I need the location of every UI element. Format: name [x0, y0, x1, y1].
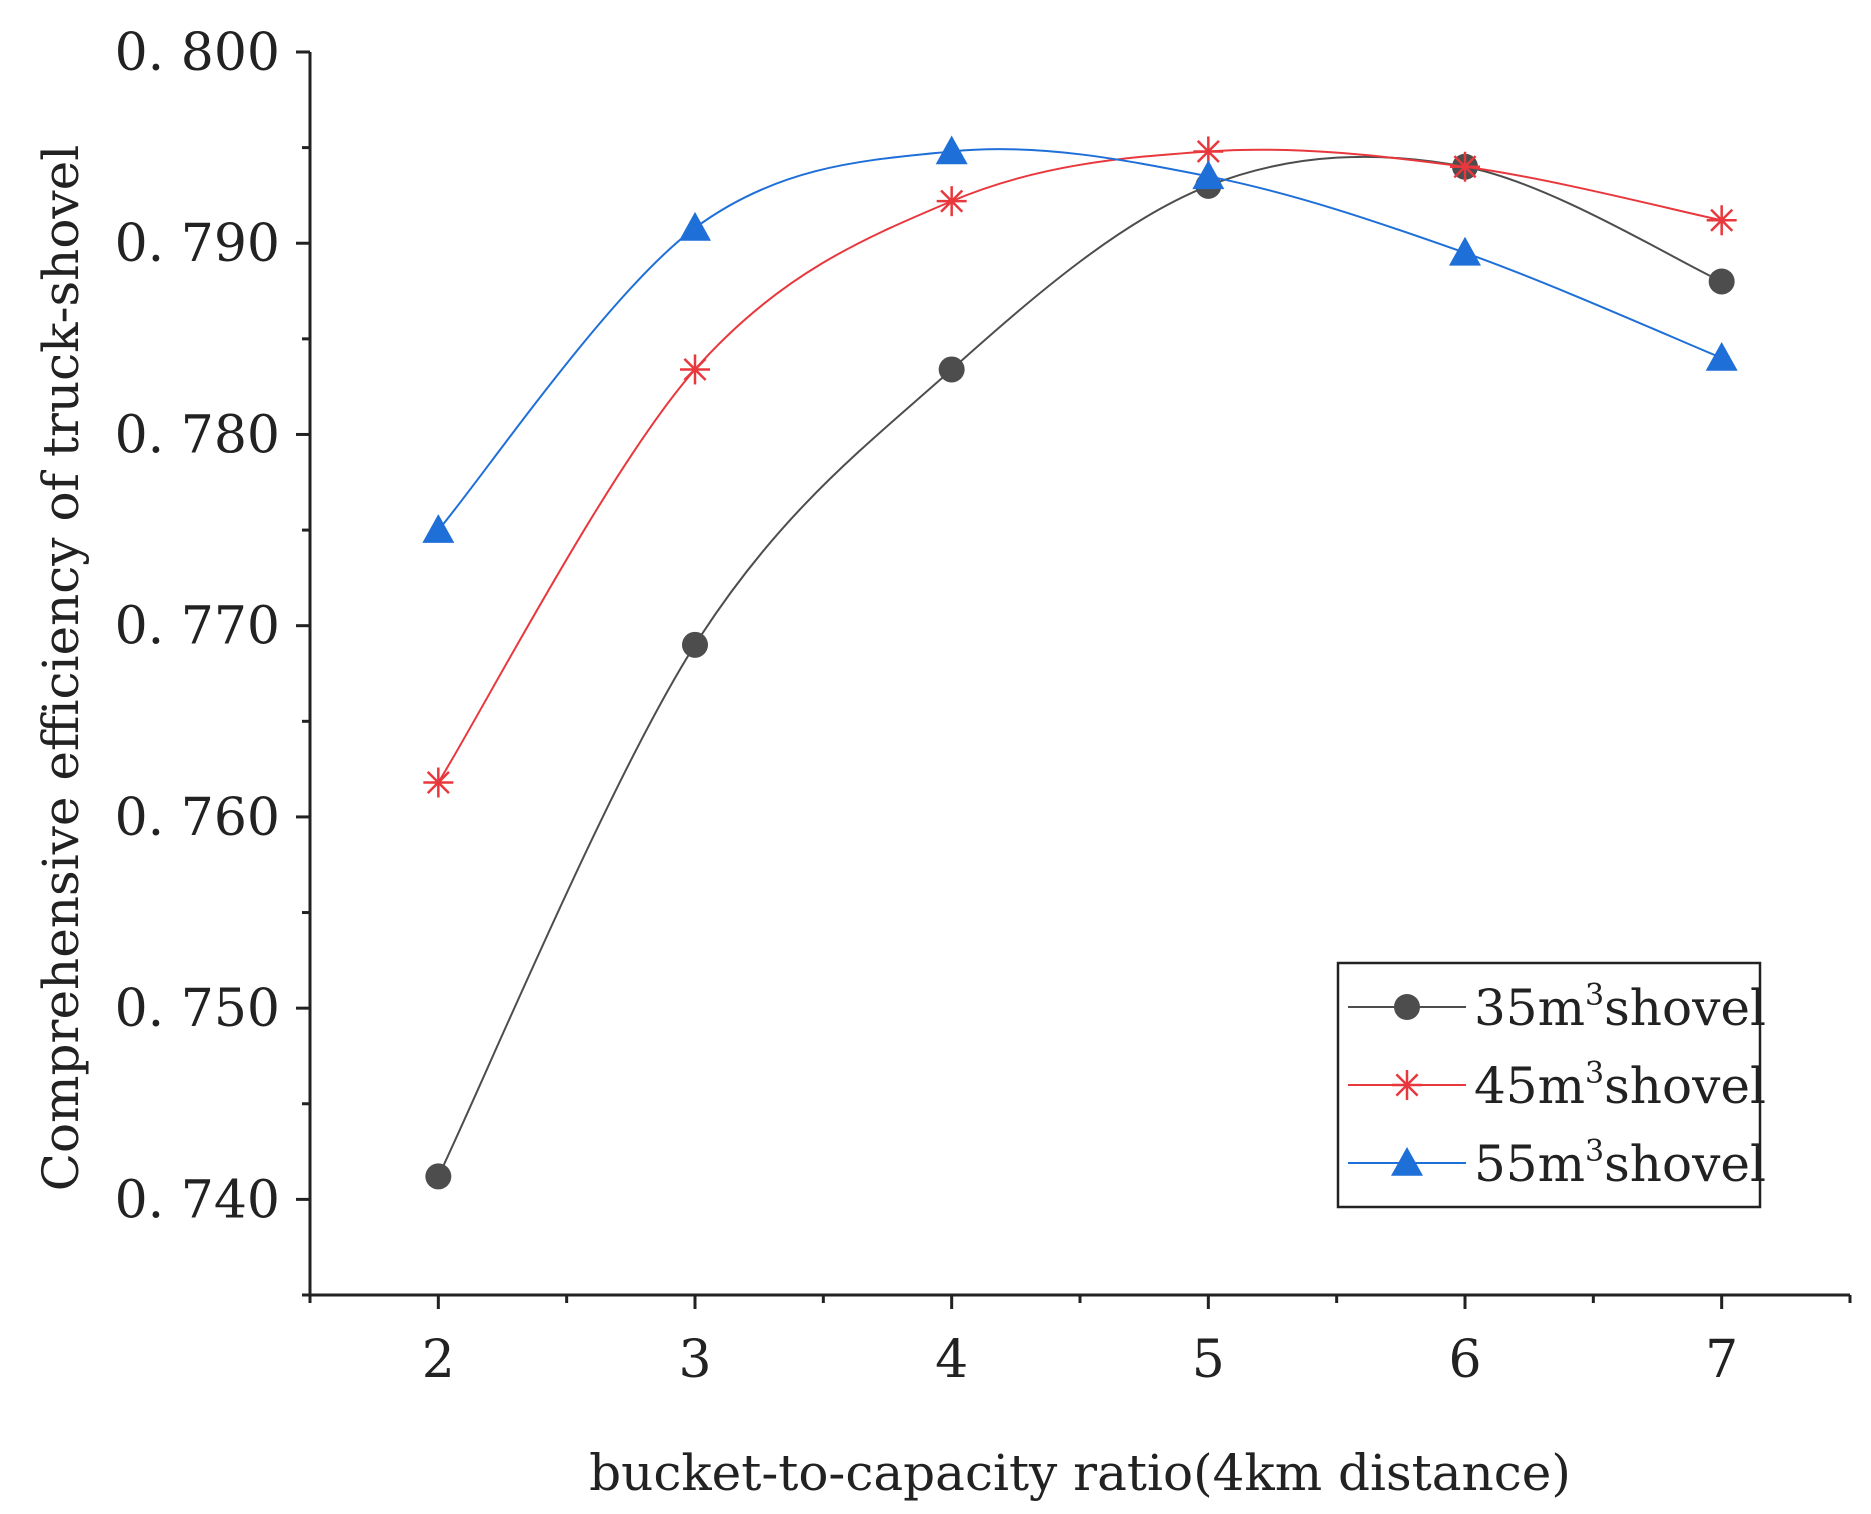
y-tick-label: 0. 780: [115, 405, 280, 465]
y-tick-label: 0. 740: [115, 1170, 280, 1230]
y-tick-label: 0. 760: [115, 788, 280, 848]
data-point: [1449, 236, 1481, 266]
data-point: [1708, 268, 1735, 295]
asterisk-stroke: [1710, 208, 1734, 232]
data-point: [423, 767, 454, 798]
asterisk-stroke: [1196, 139, 1220, 163]
data-point: [1705, 341, 1738, 371]
legend-item: 45m3shovel: [1348, 1056, 1766, 1115]
data-point: [679, 211, 711, 241]
series-line: [437, 148, 1722, 784]
y-tick-label: 0. 800: [115, 23, 280, 83]
legend-label-part: 35m: [1474, 979, 1585, 1037]
y-tick-label: 0. 790: [115, 214, 280, 274]
asterisk-stroke: [1453, 155, 1477, 179]
legend-label-part: shovel: [1604, 1135, 1766, 1193]
axes: 0. 740 0. 750 0. 760 0. 770 0. 780 0. 790 0. 8…: [115, 23, 1852, 1390]
legend-label-superscript: 3: [1585, 1056, 1604, 1091]
series-3: [422, 135, 1738, 543]
legend-label: 55m3shovel: [1474, 1134, 1766, 1193]
data-point: [1192, 160, 1225, 190]
data-point: [425, 1163, 452, 1190]
data-point: [1450, 151, 1480, 182]
x-tick-label: 6: [1448, 1330, 1481, 1390]
legend-label-part: shovel: [1604, 1057, 1766, 1115]
series-layer: [422, 135, 1738, 1190]
legend-label: 35m3shovel: [1474, 978, 1766, 1037]
legend-label-part: 45m: [1474, 1057, 1585, 1115]
x-tick-label: 4: [935, 1330, 968, 1390]
asterisk-stroke: [1395, 1073, 1419, 1097]
data-point: [1706, 205, 1737, 236]
legend-label-part: shovel: [1604, 979, 1766, 1037]
x-tick-label: 2: [422, 1330, 455, 1390]
y-tick-label: 0. 750: [115, 979, 280, 1039]
legend-marker: [1392, 1070, 1422, 1100]
data-point: [680, 354, 710, 385]
legend-item: 35m3shovel: [1348, 978, 1766, 1037]
y-axis-label: Comprehensive efficiency of truck-shovel: [32, 145, 90, 1191]
data-point: [422, 514, 455, 543]
legend-label-superscript: 3: [1585, 978, 1604, 1013]
legend-label-superscript: 3: [1585, 1134, 1604, 1169]
data-point: [936, 186, 967, 217]
asterisk-stroke: [940, 189, 964, 213]
data-point: [935, 135, 968, 165]
x-tick-label: 3: [678, 1330, 711, 1390]
x-tick-label: 7: [1705, 1330, 1738, 1390]
legend-marker: [1391, 1147, 1423, 1176]
data-point: [938, 356, 965, 383]
asterisk-stroke: [683, 357, 707, 381]
series-line: [437, 148, 1723, 531]
data-point: [682, 631, 708, 658]
legend-item: 55m3shovel: [1348, 1134, 1766, 1193]
legend-label-part: 55m: [1474, 1135, 1585, 1193]
x-axis-label: bucket-to-capacity ratio(4km distance): [589, 1444, 1571, 1502]
y-tick-label: 0. 770: [115, 597, 280, 657]
legend-label: 45m3shovel: [1474, 1056, 1766, 1115]
series-2: [423, 136, 1737, 798]
legend-marker: [1394, 994, 1420, 1020]
asterisk-stroke: [426, 771, 450, 794]
x-tick-label: 5: [1192, 1330, 1225, 1390]
